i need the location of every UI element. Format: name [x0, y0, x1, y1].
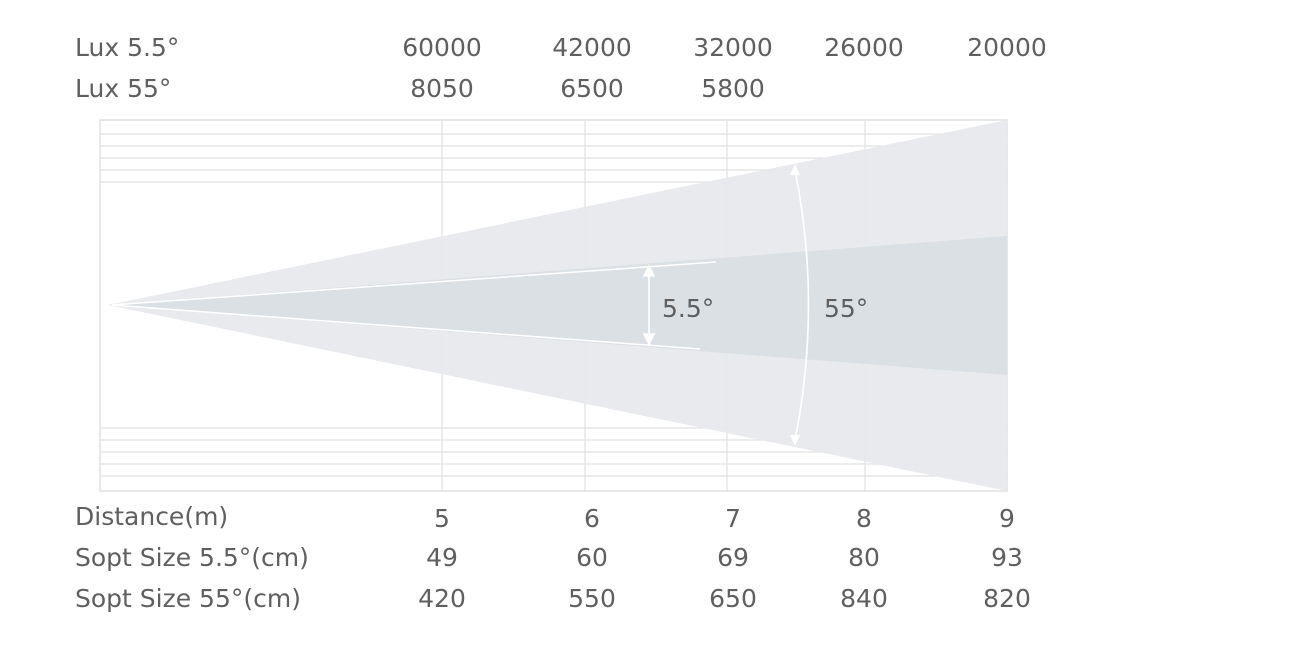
spot-55-value: 650 — [709, 584, 757, 613]
distance-value: 9 — [999, 504, 1015, 533]
lux-5-5-value: 32000 — [693, 33, 773, 62]
lux-55-value: 8050 — [410, 74, 474, 103]
lux-5-5-value: 60000 — [402, 33, 482, 62]
narrow-beam-cone — [108, 236, 1007, 375]
wide-angle-arrow — [790, 164, 810, 446]
spot-5-5-value: 49 — [426, 543, 458, 572]
narrow-angle-label: 5.5° — [662, 294, 714, 323]
spot-55-label: Sopt Size 55°(cm) — [75, 584, 301, 613]
spot-5-5-label: Sopt Size 5.5°(cm) — [75, 543, 309, 572]
spot-55-value: 820 — [983, 584, 1031, 613]
narrow-beam-edges — [111, 261, 717, 350]
spot-5-5-value: 60 — [576, 543, 608, 572]
lux-5-5-value: 26000 — [824, 33, 904, 62]
spot-55-value: 550 — [568, 584, 616, 613]
distance-value: 5 — [434, 504, 450, 533]
distance-value: 6 — [584, 504, 600, 533]
lux-55-label: Lux 55° — [75, 74, 172, 103]
spot-5-5-value: 80 — [848, 543, 880, 572]
distance-label: Distance(m) — [75, 502, 229, 531]
distance-value: 7 — [725, 504, 741, 533]
narrow-angle-arrow — [642, 264, 656, 346]
spot-5-5-value: 93 — [991, 543, 1023, 572]
distance-value: 8 — [856, 504, 872, 533]
spot-5-5-value: 69 — [717, 543, 749, 572]
lux-5-5-value: 20000 — [967, 33, 1047, 62]
lux-55-value: 5800 — [701, 74, 765, 103]
spot-55-value: 840 — [840, 584, 888, 613]
wide-angle-label: 55° — [824, 294, 868, 323]
spot-55-value: 420 — [418, 584, 466, 613]
lux-5-5-value: 42000 — [552, 33, 632, 62]
lux-55-value: 6500 — [560, 74, 624, 103]
lux-5-5-label: Lux 5.5° — [75, 33, 180, 62]
